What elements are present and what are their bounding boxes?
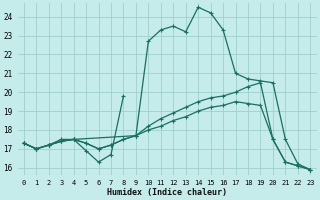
X-axis label: Humidex (Indice chaleur): Humidex (Indice chaleur) — [107, 188, 227, 197]
